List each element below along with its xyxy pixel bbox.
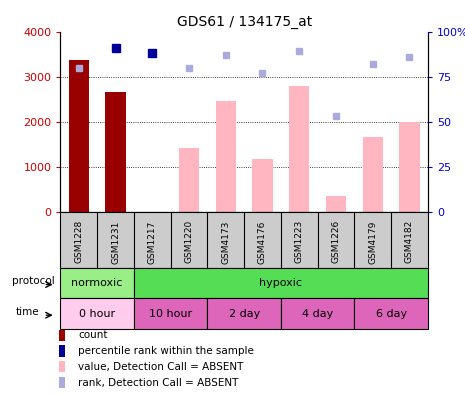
Bar [289,86,309,212]
Bar [59,329,65,341]
Text: percentile rank within the sample: percentile rank within the sample [79,346,254,356]
Bar [59,345,65,357]
Text: time: time [15,307,39,317]
Bar [60,298,134,329]
Text: 10 hour: 10 hour [149,308,192,319]
Text: GSM1231: GSM1231 [111,220,120,264]
Text: GSM1228: GSM1228 [74,220,83,263]
Text: GSM4179: GSM4179 [368,220,377,264]
Bar [59,377,65,388]
Bar [69,60,89,212]
Text: GSM1217: GSM1217 [148,220,157,264]
Bar [60,268,134,298]
Text: 4 day: 4 day [302,308,333,319]
Text: 6 day: 6 day [376,308,406,319]
Text: GSM1226: GSM1226 [332,220,340,263]
Text: GSM4182: GSM4182 [405,220,414,263]
Bar [134,268,428,298]
Bar [59,361,65,373]
Bar [207,298,281,329]
Text: GSM4173: GSM4173 [221,220,230,264]
Text: hypoxic: hypoxic [259,278,302,288]
Text: value, Detection Call = ABSENT: value, Detection Call = ABSENT [79,362,244,372]
Bar [69,149,89,212]
Bar [354,298,428,329]
Text: protocol: protocol [12,276,54,286]
Bar [134,298,207,329]
Text: 0 hour: 0 hour [79,308,115,319]
Bar [179,148,199,212]
Bar [281,298,354,329]
Text: 2 day: 2 day [228,308,260,319]
Text: GSM1220: GSM1220 [185,220,193,263]
Title: GDS61 / 134175_at: GDS61 / 134175_at [177,15,312,29]
Text: GSM1223: GSM1223 [295,220,304,263]
Bar [363,137,383,212]
Text: rank, Detection Call = ABSENT: rank, Detection Call = ABSENT [79,377,239,388]
Bar [106,92,126,212]
Text: count: count [79,330,108,340]
Text: normoxic: normoxic [72,278,123,288]
Bar [252,159,272,212]
Bar [399,122,419,212]
Bar [216,101,236,212]
Bar [326,196,346,212]
Text: GSM4176: GSM4176 [258,220,267,264]
